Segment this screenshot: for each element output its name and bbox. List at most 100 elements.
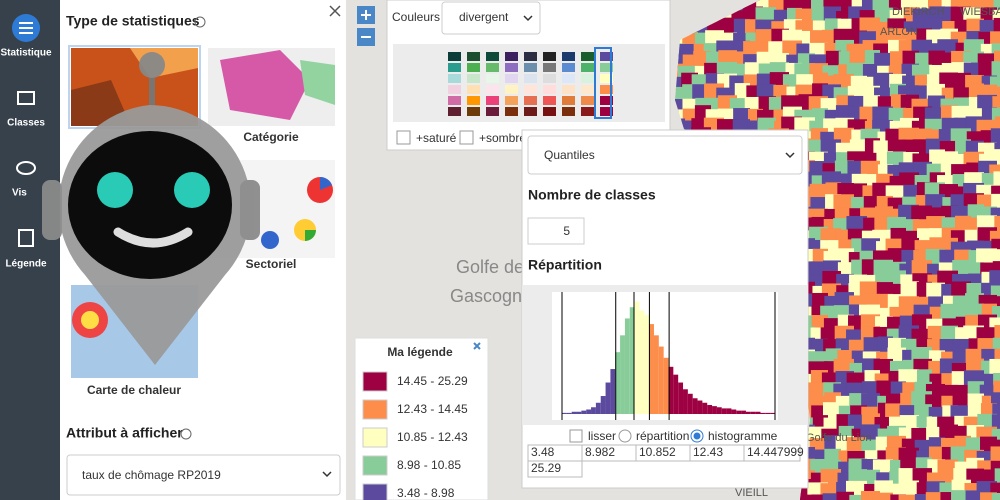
swatch[interactable] xyxy=(448,63,461,72)
icon xyxy=(17,91,35,105)
histogram-bar xyxy=(653,335,659,414)
region-cell xyxy=(981,373,997,387)
swatch[interactable] xyxy=(448,107,461,116)
region-cell xyxy=(873,72,893,90)
region-cell xyxy=(990,128,1000,145)
radio[interactable] xyxy=(618,429,632,443)
checkbox[interactable] xyxy=(569,429,583,443)
swatch[interactable] xyxy=(505,107,518,116)
region-cell xyxy=(926,282,945,299)
swatch[interactable] xyxy=(581,85,594,94)
swatch[interactable] xyxy=(467,96,480,105)
region-cell xyxy=(836,491,854,500)
swatch[interactable] xyxy=(486,74,499,83)
swatch[interactable] xyxy=(524,85,537,94)
swatch[interactable] xyxy=(581,107,594,116)
swatch[interactable] xyxy=(581,74,594,83)
histogram-bar xyxy=(726,408,732,414)
swatch[interactable] xyxy=(562,63,575,72)
region-cell xyxy=(916,228,932,244)
thumbnail[interactable] xyxy=(208,48,335,126)
label: Couleurs : xyxy=(392,10,447,24)
swatch[interactable] xyxy=(543,52,556,61)
region-cell xyxy=(989,270,1000,288)
region-cell xyxy=(993,372,1000,387)
swatch[interactable] xyxy=(505,96,518,105)
swatch[interactable] xyxy=(562,74,575,83)
region-cell xyxy=(861,439,880,453)
attribute-select[interactable] xyxy=(66,454,341,496)
swatch[interactable] xyxy=(467,85,480,94)
swatch[interactable] xyxy=(524,63,537,72)
swatch[interactable] xyxy=(562,96,575,105)
legend-swatch xyxy=(362,399,388,420)
swatch[interactable] xyxy=(543,85,556,94)
nav-item[interactable]: Légende xyxy=(5,259,47,270)
legend-swatch xyxy=(362,455,388,476)
nav-item[interactable]: Vis xyxy=(12,188,27,199)
swatch[interactable] xyxy=(543,74,556,83)
swatch[interactable] xyxy=(486,96,499,105)
region-cell xyxy=(991,414,1000,431)
swatch[interactable] xyxy=(543,63,556,72)
swatch[interactable] xyxy=(448,96,461,105)
swatch[interactable] xyxy=(505,74,518,83)
swatch[interactable] xyxy=(562,52,575,61)
scheme-select[interactable] xyxy=(441,1,541,35)
nav-item[interactable]: Statistique xyxy=(0,48,52,59)
swatch[interactable] xyxy=(467,52,480,61)
swatch[interactable] xyxy=(543,107,556,116)
swatch[interactable] xyxy=(505,85,518,94)
break-input[interactable] xyxy=(743,444,801,462)
swatch[interactable] xyxy=(581,63,594,72)
close-button[interactable] xyxy=(329,5,341,17)
swatch[interactable] xyxy=(448,52,461,61)
region-cell xyxy=(994,215,1000,233)
swatch[interactable] xyxy=(600,107,613,116)
swatch[interactable] xyxy=(562,85,575,94)
swatch[interactable] xyxy=(600,52,613,61)
swatch[interactable] xyxy=(486,107,499,116)
swatch[interactable] xyxy=(581,52,594,61)
swatch[interactable] xyxy=(486,63,499,72)
legend-close[interactable] xyxy=(473,342,481,350)
legend-label: 10.85 - 12.43 xyxy=(397,430,468,444)
swatch[interactable] xyxy=(486,85,499,94)
swatch[interactable] xyxy=(600,96,613,105)
swatch[interactable] xyxy=(505,52,518,61)
break-value: 12.43 xyxy=(693,445,723,459)
nav-item[interactable]: Classes xyxy=(7,118,45,129)
break-input[interactable] xyxy=(527,460,583,478)
swatch[interactable] xyxy=(581,96,594,105)
section-title: Répartition xyxy=(528,257,602,273)
histogram-bar xyxy=(687,393,693,414)
region-cell xyxy=(872,106,893,123)
region-cell xyxy=(993,296,1000,310)
swatch[interactable] xyxy=(600,63,613,72)
swatch[interactable] xyxy=(486,52,499,61)
swatch[interactable] xyxy=(600,85,613,94)
swatch[interactable] xyxy=(524,96,537,105)
checkbox[interactable] xyxy=(396,130,411,145)
swatch[interactable] xyxy=(467,74,480,83)
region-cell xyxy=(860,160,880,178)
checkbox[interactable] xyxy=(459,130,474,145)
swatch[interactable] xyxy=(505,63,518,72)
swatch[interactable] xyxy=(448,85,461,94)
region-cell xyxy=(990,285,1000,299)
radio-dot xyxy=(693,432,701,440)
swatch[interactable] xyxy=(543,96,556,105)
swatch[interactable] xyxy=(448,74,461,83)
method-select[interactable] xyxy=(527,135,803,175)
swatch[interactable] xyxy=(600,74,613,83)
swatch[interactable] xyxy=(524,74,537,83)
histogram-bar xyxy=(571,411,577,414)
swatch[interactable] xyxy=(467,63,480,72)
swatch[interactable] xyxy=(467,107,480,116)
swatch[interactable] xyxy=(524,52,537,61)
swatch[interactable] xyxy=(562,107,575,116)
region-cell xyxy=(890,494,906,500)
swatch[interactable] xyxy=(524,107,537,116)
class-count-input[interactable] xyxy=(527,217,585,245)
histogram-bar xyxy=(755,411,761,414)
